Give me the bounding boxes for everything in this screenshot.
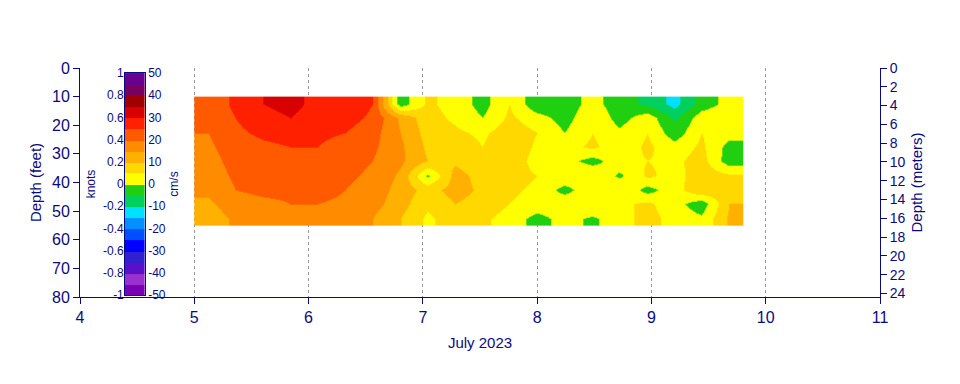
svg-text:24: 24 [890,285,906,301]
svg-text:8: 8 [890,135,898,151]
svg-text:0.2: 0.2 [107,155,124,169]
svg-text:cm/s: cm/s [167,171,181,196]
svg-text:9: 9 [647,309,656,326]
svg-text:11: 11 [872,309,889,326]
svg-text:1: 1 [117,66,124,80]
svg-text:20: 20 [52,117,70,134]
svg-text:6: 6 [304,309,313,326]
svg-text:Depth (meters): Depth (meters) [908,132,925,232]
svg-text:-0.6: -0.6 [103,244,124,258]
svg-text:0: 0 [890,60,898,76]
svg-text:-0.8: -0.8 [103,266,124,280]
svg-text:5: 5 [190,309,199,326]
svg-text:30: 30 [148,111,162,125]
svg-text:12: 12 [890,173,906,189]
svg-text:16: 16 [890,210,906,226]
svg-text:50: 50 [52,203,70,220]
svg-text:-0.2: -0.2 [103,199,124,213]
svg-text:-20: -20 [148,222,166,236]
svg-text:40: 40 [52,174,70,191]
svg-text:40: 40 [148,88,162,102]
svg-text:2: 2 [890,79,898,95]
svg-text:-10: -10 [148,199,166,213]
svg-text:knots: knots [84,170,98,199]
svg-text:0: 0 [61,60,70,77]
svg-text:July 2023: July 2023 [448,334,512,351]
svg-text:30: 30 [52,145,70,162]
svg-text:20: 20 [890,248,906,264]
svg-text:-50: -50 [148,288,166,302]
svg-text:0.8: 0.8 [107,88,124,102]
svg-text:Depth (feet): Depth (feet) [27,143,44,222]
svg-text:6: 6 [890,116,898,132]
svg-text:10: 10 [890,154,906,170]
svg-text:-1: -1 [113,288,124,302]
svg-text:-40: -40 [148,266,166,280]
svg-text:0.6: 0.6 [107,111,124,125]
svg-text:50: 50 [148,66,162,80]
svg-text:70: 70 [52,260,70,277]
svg-text:14: 14 [890,191,906,207]
svg-text:10: 10 [52,88,70,105]
svg-text:0: 0 [117,177,124,191]
svg-text:10: 10 [148,155,162,169]
svg-text:80: 80 [52,289,70,306]
svg-text:0.4: 0.4 [107,133,124,147]
svg-text:8: 8 [533,309,542,326]
svg-text:60: 60 [52,231,70,248]
svg-text:-0.4: -0.4 [103,222,124,236]
svg-text:22: 22 [890,267,906,283]
svg-text:4: 4 [76,309,85,326]
svg-text:10: 10 [757,309,775,326]
svg-text:-30: -30 [148,244,166,258]
svg-text:20: 20 [148,133,162,147]
svg-text:0: 0 [148,177,155,191]
svg-text:18: 18 [890,229,906,245]
svg-text:7: 7 [418,309,427,326]
svg-text:4: 4 [890,97,898,113]
